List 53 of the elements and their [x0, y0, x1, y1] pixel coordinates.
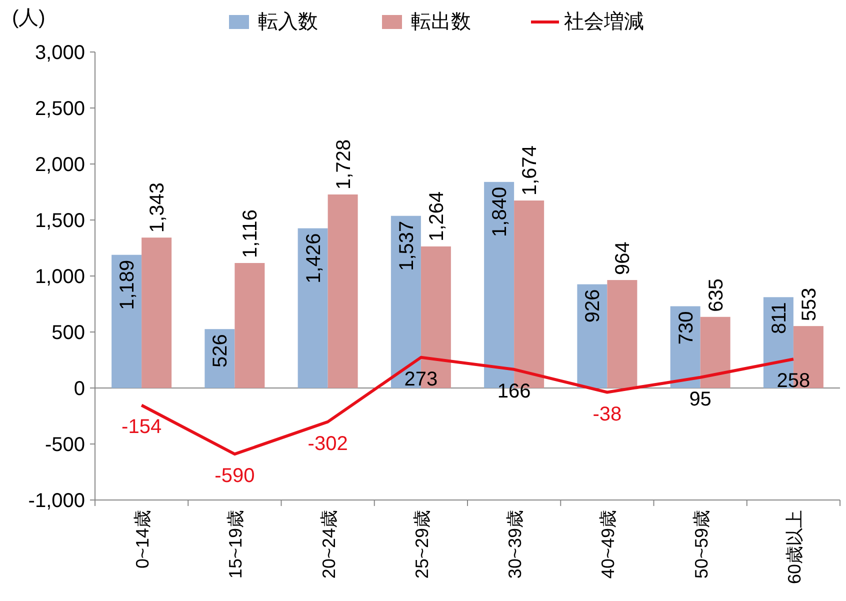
- x-tick-label: 20~24歳: [318, 510, 339, 579]
- data-label: 1,189: [116, 260, 139, 310]
- data-label: -302: [308, 432, 348, 455]
- data-label: 1,426: [302, 233, 325, 284]
- y-tick-label: 0: [74, 378, 85, 400]
- x-tick-label: 40~49歳: [598, 510, 618, 579]
- data-label: 1,840: [489, 186, 512, 237]
- y-tick-label: 1,000: [34, 266, 85, 288]
- data-label: 95: [689, 388, 712, 410]
- data-label: 1,343: [146, 182, 169, 233]
- data-label: 964: [612, 242, 634, 276]
- x-tick-label: 30~39歳: [505, 510, 526, 579]
- data-label: 1,674: [519, 145, 542, 196]
- y-tick-label: 1,500: [34, 210, 85, 232]
- data-label: -154: [122, 416, 162, 438]
- data-label: 166: [497, 380, 531, 402]
- bar: [328, 194, 358, 388]
- legend-label: 転入数: [258, 11, 318, 33]
- legend-label: 転出数: [411, 11, 471, 33]
- x-tick-label: 60歳以上: [784, 510, 804, 584]
- x-tick-label: 0~14歳: [132, 510, 153, 569]
- data-label: -38: [592, 403, 622, 426]
- bar: [700, 316, 730, 388]
- y-tick-label: -500: [44, 434, 85, 456]
- data-label: -590: [214, 465, 255, 488]
- data-label: 811: [768, 302, 790, 334]
- data-label: 1,264: [426, 191, 448, 242]
- bar: [607, 280, 638, 388]
- bar: [142, 238, 172, 388]
- x-tick-label: 25~29歳: [412, 510, 432, 579]
- y-tick-label: 2,000: [34, 154, 85, 176]
- bar: [234, 263, 265, 388]
- data-label: 553: [798, 288, 820, 322]
- legend-label: 社会増減: [564, 10, 644, 33]
- bar: [112, 254, 142, 388]
- y-tick-label: 2,500: [34, 98, 85, 120]
- bar: [577, 284, 608, 388]
- data-label: 1,537: [396, 220, 418, 271]
- y-axis-title: (人): [12, 7, 46, 29]
- data-label: 635: [705, 278, 728, 312]
- data-label: 273: [404, 368, 438, 390]
- data-label: 1,116: [240, 209, 262, 258]
- y-tick-label: -1,000: [28, 490, 85, 512]
- y-tick-label: 500: [52, 322, 85, 344]
- x-tick-label: 15~19歳: [226, 510, 246, 579]
- x-tick-label: 50~59歳: [691, 510, 712, 579]
- y-tick-label: 3,000: [34, 42, 85, 64]
- data-label: 730: [675, 311, 698, 345]
- data-label: 258: [776, 370, 810, 392]
- data-label: 926: [582, 289, 604, 323]
- data-label: 1,728: [332, 139, 355, 190]
- bar: [298, 228, 328, 388]
- data-label: 526: [210, 334, 232, 368]
